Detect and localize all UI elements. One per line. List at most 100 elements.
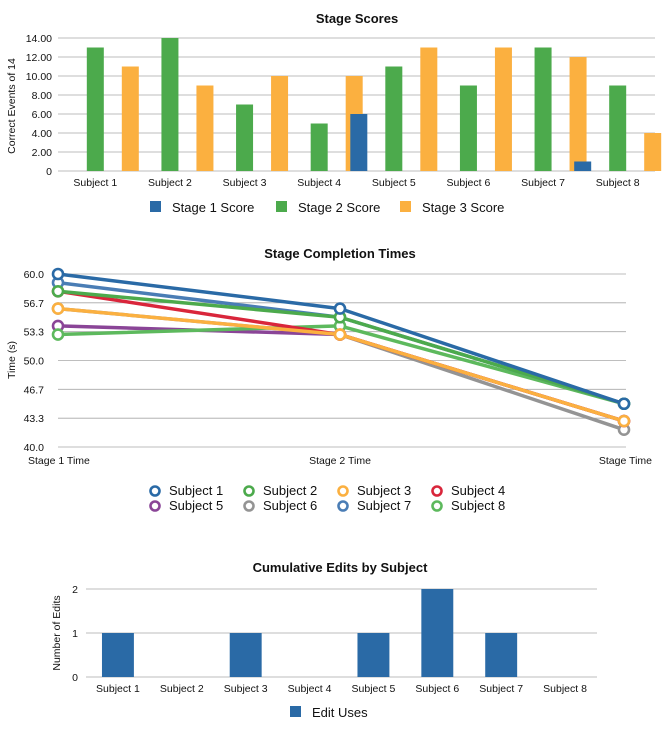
y-tick-label: 4.00 — [32, 128, 53, 140]
legend-label: Stage 3 Score — [422, 200, 504, 215]
legend-swatch-stage-3-score — [400, 201, 411, 212]
x-tick-label: Subject 5 — [372, 177, 416, 189]
x-tick-labels: Subject 1 Subject 2 Subject 3 Subject 4 Subj… — [96, 683, 587, 695]
legend-marker-subject-8 — [431, 500, 443, 512]
bar-edit-uses-subject-7 — [485, 633, 518, 677]
x-tick-label: Subject 3 — [223, 177, 267, 189]
y-tick-label: 1 — [72, 628, 78, 640]
bar-stage-3-score-subject-2 — [196, 85, 214, 171]
point-subject-1-stage-time — [617, 397, 631, 411]
y-tick-label: 56.7 — [24, 298, 45, 310]
y-tick-label: 8.00 — [32, 90, 53, 102]
point-subject-3-stage-2-time — [333, 328, 347, 341]
x-tick-label: Subject 1 — [96, 683, 140, 695]
legend: Subject 1 Subject 2 Subject 3 Subject 4Subj… — [149, 483, 505, 513]
bars — [86, 38, 662, 171]
bar-stage-1-score-subject-8 — [574, 161, 592, 171]
y-tick-labels: 0 2.00 4.00 6.00 8.00 10.00 12.00 14.00 — [26, 33, 52, 178]
bar-stage-2-score-subject-1 — [86, 47, 104, 171]
series-lines — [51, 267, 631, 437]
bar-stage-2-score-subject-4 — [310, 123, 328, 171]
y-tick-label: 43.3 — [24, 413, 45, 425]
x-tick-label: Subject 2 — [148, 177, 192, 189]
legend-marker-subject-7 — [337, 500, 349, 512]
cumulative-edits-chart: Cumulative Edits by Subject Number of Ed… — [51, 560, 597, 720]
y-axis-label: Number of Edits — [51, 595, 63, 670]
bar-edit-uses-subject-5 — [357, 633, 390, 677]
point-subject-3-stage-time — [617, 414, 631, 428]
legend-marker-subject-3 — [337, 485, 349, 497]
point-subject-3-stage-1-time — [51, 302, 65, 315]
x-tick-label: Subject 4 — [288, 683, 332, 695]
y-tick-label: 12.00 — [26, 52, 52, 64]
legend-label: Subject 2 — [263, 483, 317, 498]
legend: Stage 1 Score Stage 2 Score Stage 3 Score — [150, 200, 504, 215]
point-subject-8-stage-1-time — [51, 328, 65, 341]
x-tick-label: Subject 3 — [224, 683, 268, 695]
point-subject-1-stage-1-time — [51, 267, 65, 281]
legend-label: Subject 7 — [357, 498, 411, 513]
y-tick-label: 50.0 — [24, 356, 45, 368]
legend-marker-subject-2 — [243, 485, 255, 497]
y-tick-label: 2 — [72, 584, 78, 596]
bar-stage-2-score-subject-6 — [459, 85, 477, 171]
bar-stage-3-score-subject-8 — [644, 133, 662, 171]
bars — [101, 589, 518, 677]
bar-stage-2-score-subject-7 — [534, 47, 552, 171]
bar-stage-2-score-subject-2 — [161, 38, 179, 171]
y-tick-labels: 40.0 43.3 46.7 50.0 53.3 56.7 60.0 — [24, 269, 45, 454]
bar-stage-2-score-subject-5 — [385, 66, 403, 171]
bar-edit-uses-subject-3 — [229, 633, 262, 677]
x-tick-label: Subject 7 — [479, 683, 523, 695]
chart-title: Stage Scores — [316, 11, 398, 26]
legend-marker-subject-1 — [149, 485, 161, 497]
legend-label: Edit Uses — [312, 705, 368, 720]
y-tick-label: 0 — [72, 672, 78, 684]
bar-stage-3-score-subject-1 — [121, 66, 139, 171]
x-tick-labels: Stage 1 Time Stage 2 Time Stage Time — [28, 455, 652, 467]
chart-title: Stage Completion Times — [264, 246, 415, 261]
legend-marker-subject-6 — [243, 500, 255, 512]
legend-label: Stage 1 Score — [172, 200, 254, 215]
bar-stage-2-score-subject-3 — [236, 104, 254, 171]
x-tick-label: Subject 8 — [596, 177, 640, 189]
legend-swatch-stage-2-score — [276, 201, 287, 212]
y-tick-label: 0 — [46, 166, 52, 178]
x-tick-label: Subject 6 — [447, 177, 491, 189]
bar-stage-3-score-subject-6 — [494, 47, 512, 171]
point-subject-1-stage-2-time — [333, 302, 347, 315]
bar-stage-3-score-subject-5 — [420, 47, 438, 171]
bar-stage-3-score-subject-7 — [569, 57, 587, 171]
x-tick-labels: Subject 1 Subject 2 Subject 3 Subject 4 Subj… — [73, 177, 639, 189]
legend-label: Subject 3 — [357, 483, 411, 498]
x-tick-label: Subject 1 — [73, 177, 117, 189]
legend-label: Subject 1 — [169, 483, 223, 498]
bar-stage-3-score-subject-3 — [271, 76, 289, 171]
y-tick-label: 2.00 — [32, 147, 53, 159]
bar-stage-1-score-subject-5 — [350, 114, 368, 171]
y-tick-label: 10.00 — [26, 71, 52, 83]
legend-label: Subject 6 — [263, 498, 317, 513]
x-tick-label: Subject 4 — [297, 177, 341, 189]
bar-stage-2-score-subject-8 — [609, 85, 627, 171]
x-tick-label: Stage 2 Time — [309, 455, 371, 467]
x-tick-label: Stage 1 Time — [28, 455, 90, 467]
bar-edit-uses-subject-1 — [101, 633, 134, 677]
bar-edit-uses-subject-6 — [421, 589, 454, 677]
legend-label: Stage 2 Score — [298, 200, 380, 215]
legend: Edit Uses — [290, 705, 368, 720]
legend-swatch-edit-uses — [290, 706, 301, 717]
y-axis-label: Time (s) — [6, 341, 18, 379]
legend-marker-subject-5 — [149, 500, 161, 512]
legend-swatch-stage-1-score — [150, 201, 161, 212]
stage-scores-chart: Stage Scores Correct Events of 14 0 2.00 4… — [6, 11, 662, 215]
legend-marker-subject-4 — [431, 485, 443, 497]
y-tick-label: 40.0 — [24, 442, 45, 454]
x-tick-label: Subject 2 — [160, 683, 204, 695]
y-tick-label: 46.7 — [24, 384, 45, 396]
y-tick-label: 6.00 — [32, 109, 53, 121]
x-tick-label: Stage Time — [599, 455, 652, 467]
chart-title: Cumulative Edits by Subject — [253, 560, 428, 575]
y-tick-label: 14.00 — [26, 33, 52, 45]
